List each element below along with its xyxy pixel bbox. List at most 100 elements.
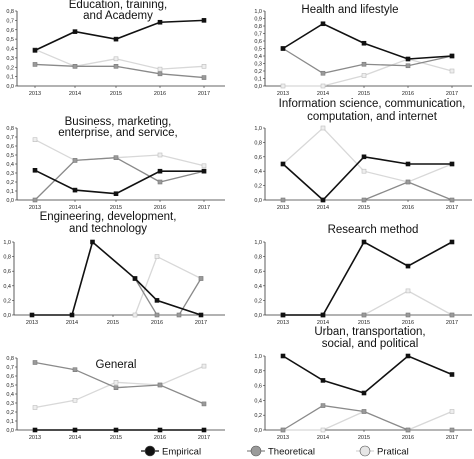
x-tick-label: 2017	[446, 91, 458, 97]
x-tick-label: 2017	[195, 320, 207, 326]
chart-panel-3: Business, marketing,enterprise, and serv…	[6, 116, 225, 211]
y-tick-label: 0,2	[254, 413, 262, 419]
y-tick-label: 0,8	[254, 24, 262, 30]
x-tick-label: 2013	[277, 91, 289, 97]
data-point-theoretical	[405, 312, 411, 318]
data-point-empirical	[280, 353, 286, 359]
data-point-empirical	[280, 312, 286, 318]
data-point-theoretical	[72, 367, 78, 373]
data-point-empirical	[361, 239, 367, 245]
x-tick-label: 2015	[358, 320, 370, 326]
y-tick-label: 0,3	[6, 401, 14, 407]
data-point-theoretical	[176, 312, 182, 318]
data-point-pratical	[201, 64, 207, 69]
x-tick-label: 2015	[110, 91, 122, 97]
y-tick-label: 0,8	[6, 9, 14, 15]
data-point-theoretical	[113, 385, 119, 391]
data-point-empirical	[361, 154, 367, 160]
data-point-empirical	[29, 312, 35, 318]
x-tick-label: 2013	[26, 320, 38, 326]
data-point-theoretical	[449, 197, 455, 203]
data-point-pratical	[32, 405, 38, 410]
y-tick-label: 0,6	[254, 384, 262, 390]
series-line-empirical	[283, 240, 453, 316]
data-point-pratical	[72, 397, 78, 403]
y-tick-label: 0,4	[6, 392, 14, 398]
x-tick-label: 2015	[358, 91, 370, 97]
chart-title: Information science, communication,	[279, 98, 466, 110]
y-tick-label: 0,2	[254, 69, 262, 75]
y-tick-label: 0,5	[6, 383, 14, 389]
x-tick-label: 2016	[402, 320, 414, 326]
data-point-pratical	[154, 254, 160, 259]
x-tick-label: 2014	[317, 320, 329, 326]
x-tick-label: 2016	[154, 435, 166, 441]
data-point-theoretical	[201, 75, 207, 80]
y-tick-label: 1,0	[254, 240, 262, 246]
y-tick-label: 0,2	[254, 298, 262, 304]
y-tick-label: 0,9	[254, 17, 262, 23]
data-point-empirical	[320, 312, 326, 318]
data-point-empirical	[132, 276, 138, 281]
data-point-theoretical	[405, 427, 411, 433]
y-tick-label: 0,6	[254, 155, 262, 161]
data-point-empirical	[157, 168, 163, 174]
y-tick-label: 1,0	[3, 240, 11, 246]
data-point-theoretical	[280, 197, 286, 203]
chart-title: Health and lifestyle	[301, 4, 398, 16]
data-point-theoretical	[361, 312, 367, 318]
series-line-theoretical	[282, 404, 452, 431]
x-tick-label: 2013	[29, 435, 41, 441]
data-point-theoretical	[72, 158, 78, 163]
series-line-theoretical	[283, 181, 453, 201]
data-point-pratical	[201, 163, 207, 169]
data-point-pratical	[201, 363, 207, 369]
series-line-pratical	[34, 139, 205, 167]
x-tick-label: 2015	[107, 320, 119, 326]
series-line-pratical	[283, 58, 453, 87]
x-tick-label: 2014	[317, 205, 329, 211]
y-tick-label: 0,8	[6, 356, 14, 362]
y-tick-label: 0,4	[3, 284, 11, 290]
y-tick-label: 0,2	[6, 180, 14, 186]
y-tick-label: 0,4	[254, 398, 262, 404]
y-tick-label: 0,5	[254, 47, 262, 53]
x-tick-label: 2017	[198, 205, 210, 211]
y-tick-label: 0,0	[254, 313, 262, 319]
legend: Empirical Theoretical Pratical	[141, 445, 409, 458]
x-tick-label: 2017	[446, 435, 458, 441]
data-point-empirical	[405, 263, 411, 269]
series-line-pratical	[34, 365, 205, 409]
x-tick-label: 2013	[277, 435, 289, 441]
data-point-theoretical	[201, 401, 207, 407]
data-point-empirical	[361, 40, 367, 46]
chart-title: social, and political	[322, 338, 419, 350]
y-tick-label: 0,6	[3, 269, 11, 275]
data-point-pratical	[405, 288, 411, 294]
data-point-pratical	[320, 427, 326, 433]
data-point-theoretical	[113, 64, 119, 69]
y-tick-label: 0,0	[254, 198, 262, 204]
data-point-empirical	[405, 56, 411, 62]
series-line-theoretical	[34, 63, 205, 79]
data-point-pratical	[157, 66, 163, 72]
y-tick-label: 1,0	[254, 354, 262, 360]
data-point-empirical	[449, 161, 455, 167]
data-point-empirical	[113, 191, 119, 196]
data-point-empirical	[449, 239, 455, 245]
y-tick-label: 0,1	[6, 189, 14, 195]
data-point-empirical	[72, 427, 78, 433]
data-point-empirical	[113, 427, 119, 433]
data-point-empirical	[320, 21, 326, 27]
x-tick-label: 2013	[277, 205, 289, 211]
chart-panel-8: Urban, transportation,social, and politi…	[254, 326, 472, 441]
series-line-theoretical	[134, 278, 202, 316]
y-tick-label: 0,1	[6, 419, 14, 425]
series-line-empirical	[282, 22, 453, 60]
data-point-empirical	[113, 36, 119, 42]
data-point-empirical	[198, 312, 204, 318]
y-tick-label: 0,2	[6, 410, 14, 416]
y-tick-label: 0,0	[6, 428, 14, 434]
data-point-pratical	[113, 56, 119, 62]
